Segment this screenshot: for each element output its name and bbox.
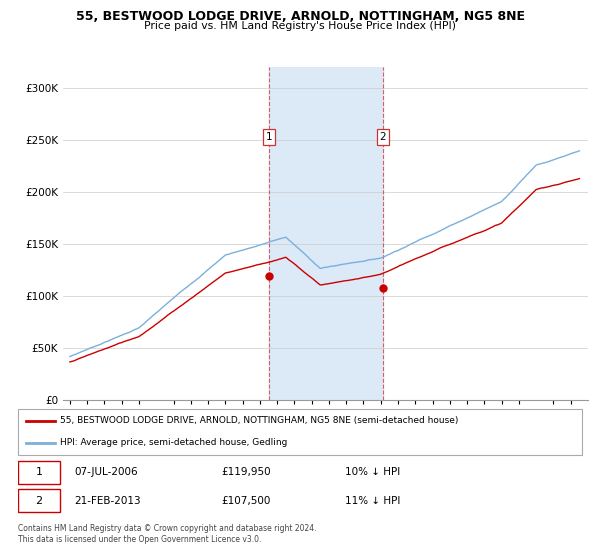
Text: 21-FEB-2013: 21-FEB-2013 <box>74 496 141 506</box>
Text: 55, BESTWOOD LODGE DRIVE, ARNOLD, NOTTINGHAM, NG5 8NE (semi-detached house): 55, BESTWOOD LODGE DRIVE, ARNOLD, NOTTIN… <box>60 416 458 425</box>
Text: Price paid vs. HM Land Registry's House Price Index (HPI): Price paid vs. HM Land Registry's House … <box>144 21 456 31</box>
Text: £107,500: £107,500 <box>221 496 271 506</box>
Text: This data is licensed under the Open Government Licence v3.0.: This data is licensed under the Open Gov… <box>18 534 262 544</box>
Text: 10% ↓ HPI: 10% ↓ HPI <box>345 467 400 477</box>
Text: £119,950: £119,950 <box>221 467 271 477</box>
Text: Contains HM Land Registry data © Crown copyright and database right 2024.: Contains HM Land Registry data © Crown c… <box>18 524 317 533</box>
Text: 2: 2 <box>35 496 43 506</box>
Text: 1: 1 <box>266 132 272 142</box>
FancyBboxPatch shape <box>18 409 582 455</box>
Text: 11% ↓ HPI: 11% ↓ HPI <box>345 496 400 506</box>
Text: 07-JUL-2006: 07-JUL-2006 <box>74 467 138 477</box>
Bar <box>269 67 383 400</box>
Text: HPI: Average price, semi-detached house, Gedling: HPI: Average price, semi-detached house,… <box>60 438 287 447</box>
Text: 2: 2 <box>380 132 386 142</box>
Text: 55, BESTWOOD LODGE DRIVE, ARNOLD, NOTTINGHAM, NG5 8NE: 55, BESTWOOD LODGE DRIVE, ARNOLD, NOTTIN… <box>76 10 524 23</box>
FancyBboxPatch shape <box>18 460 60 484</box>
FancyBboxPatch shape <box>18 489 60 512</box>
Text: 1: 1 <box>35 467 43 477</box>
